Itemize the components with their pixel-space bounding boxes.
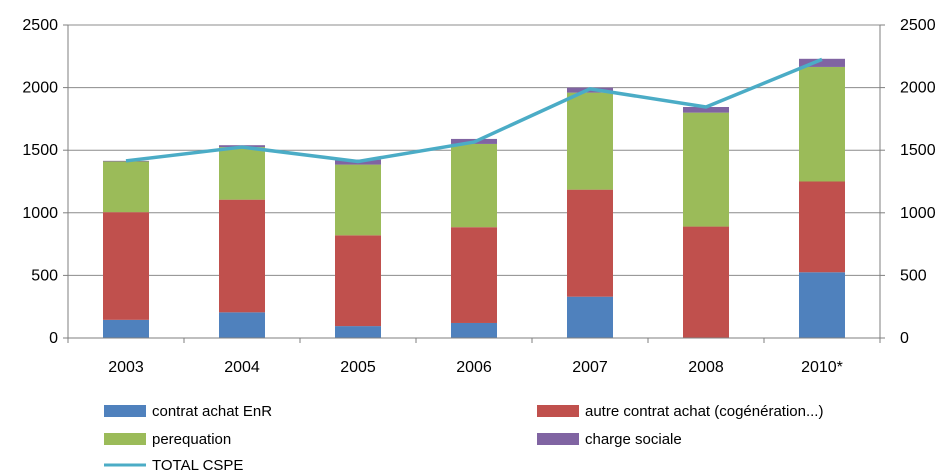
bar-segment bbox=[103, 212, 149, 320]
y-tick-label-right: 2500 bbox=[900, 17, 936, 34]
bar-segment bbox=[103, 160, 149, 162]
bar-segment bbox=[451, 322, 497, 338]
y-tick-label: 0 bbox=[49, 330, 58, 347]
legend-item: autre contrat achat (cogénération...) bbox=[537, 403, 823, 420]
bar-segment bbox=[799, 181, 845, 273]
bar-segment bbox=[335, 235, 381, 327]
legend-item: perequation bbox=[104, 431, 231, 448]
legend: contrat achat EnR autre contrat achat (co… bbox=[104, 403, 823, 473]
legend-swatch bbox=[104, 405, 146, 417]
y-tick-label: 2500 bbox=[22, 17, 58, 34]
y-tick-label-right: 2000 bbox=[900, 80, 936, 97]
bar-segment bbox=[683, 226, 729, 338]
bar-segment bbox=[335, 164, 381, 236]
y-tick-label: 500 bbox=[31, 267, 58, 284]
x-tick-label: 2003 bbox=[108, 359, 144, 376]
bar-segment bbox=[451, 227, 497, 323]
y-axis-right: 0 500 1000 1500 2000 2500 bbox=[900, 17, 936, 347]
legend-label: contrat achat EnR bbox=[152, 403, 272, 420]
y-tick-label-right: 500 bbox=[900, 267, 927, 284]
legend-item: TOTAL CSPE bbox=[104, 457, 243, 473]
legend-label: autre contrat achat (cogénération...) bbox=[585, 403, 823, 420]
legend-label: charge sociale bbox=[585, 431, 682, 448]
bar-segment bbox=[335, 326, 381, 338]
legend-label: TOTAL CSPE bbox=[152, 457, 243, 473]
legend-item: contrat achat EnR bbox=[104, 403, 272, 420]
x-tick-label: 2005 bbox=[340, 359, 376, 376]
y-tick-label: 1000 bbox=[22, 205, 58, 222]
bars bbox=[103, 58, 845, 338]
y-tick-label: 1500 bbox=[22, 142, 58, 159]
bar-segment bbox=[219, 312, 265, 338]
y-tick-label: 2000 bbox=[22, 80, 58, 97]
y-tick-label-right: 1500 bbox=[900, 142, 936, 159]
x-tick-label: 2007 bbox=[572, 359, 608, 376]
y-axis-left: 0 500 1000 1500 2000 2500 bbox=[22, 17, 58, 347]
legend-swatch bbox=[537, 405, 579, 417]
bar-segment bbox=[567, 189, 613, 297]
axes bbox=[63, 24, 885, 343]
legend-item: charge sociale bbox=[537, 431, 682, 448]
bar-segment bbox=[219, 147, 265, 200]
y-tick-label-right: 1000 bbox=[900, 205, 936, 222]
bar-segment bbox=[103, 319, 149, 338]
bar-segment bbox=[567, 92, 613, 190]
bar-segment bbox=[219, 199, 265, 313]
bar-segment bbox=[683, 112, 729, 227]
y-tick-label-right: 0 bbox=[900, 330, 909, 347]
x-tick-label: 2010* bbox=[801, 359, 843, 376]
bar-segment bbox=[103, 161, 149, 213]
bar-segment bbox=[451, 143, 497, 228]
bar-segment bbox=[567, 296, 613, 338]
legend-label: perequation bbox=[152, 431, 231, 448]
x-axis: 2003 2004 2005 2006 2007 2008 2010* bbox=[108, 359, 843, 376]
bar-segment bbox=[799, 58, 845, 67]
legend-swatch bbox=[104, 433, 146, 445]
bar-segment bbox=[799, 66, 845, 182]
x-tick-label: 2006 bbox=[456, 359, 492, 376]
bar-segment bbox=[799, 272, 845, 338]
x-tick-label: 2004 bbox=[224, 359, 260, 376]
x-tick-label: 2008 bbox=[688, 359, 724, 376]
total-line bbox=[125, 57, 823, 164]
total-cspe-line bbox=[125, 57, 823, 164]
bar-segment bbox=[683, 107, 729, 113]
legend-swatch bbox=[537, 433, 579, 445]
